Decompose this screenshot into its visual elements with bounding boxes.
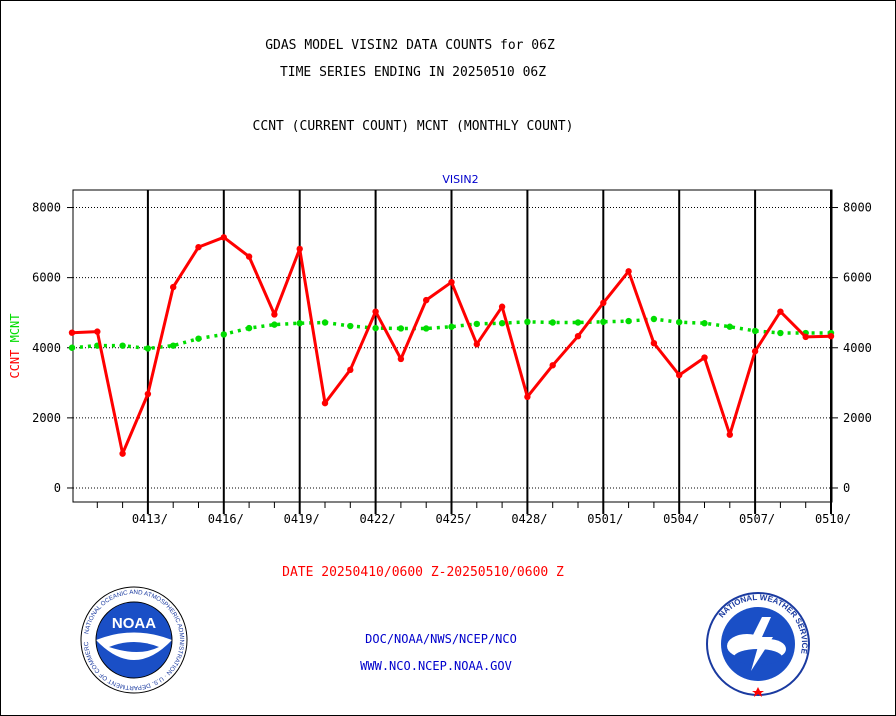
x-tick-label: 0507/ bbox=[739, 512, 775, 526]
point-mcnt bbox=[245, 324, 253, 332]
chart-title-line1: GDAS MODEL VISIN2 DATA COUNTS for 06Z bbox=[265, 38, 555, 53]
point-mcnt bbox=[144, 345, 152, 352]
point-ccnt bbox=[701, 354, 708, 361]
nws-logo: NATIONAL WEATHER SERVICE bbox=[705, 591, 811, 701]
point-ccnt bbox=[321, 399, 329, 407]
y-label-mcnt: MCNT bbox=[8, 313, 22, 342]
point-mcnt bbox=[650, 315, 658, 323]
svg-text:NOAA: NOAA bbox=[112, 615, 156, 632]
point-ccnt bbox=[726, 431, 733, 438]
x-tick-label: 0428/ bbox=[511, 512, 547, 526]
point-mcnt bbox=[473, 320, 480, 328]
point-mcnt bbox=[119, 342, 126, 349]
point-ccnt bbox=[423, 296, 430, 304]
x-tick-label: 0413/ bbox=[132, 512, 168, 526]
point-ccnt bbox=[777, 308, 784, 315]
point-mcnt bbox=[676, 318, 683, 326]
date-range-label: DATE 20250410/0600 Z-20250510/0600 Z bbox=[282, 565, 564, 580]
y-axis-label: CCNT MCNT bbox=[8, 313, 22, 378]
point-ccnt bbox=[524, 393, 531, 401]
point-mcnt bbox=[423, 325, 430, 332]
point-mcnt bbox=[195, 335, 202, 342]
point-ccnt bbox=[802, 333, 809, 341]
point-mcnt bbox=[751, 327, 759, 335]
point-ccnt bbox=[397, 355, 405, 363]
point-mcnt bbox=[574, 319, 582, 326]
point-mcnt bbox=[600, 318, 607, 326]
point-mcnt bbox=[347, 322, 354, 330]
plot-title: VISIN2 bbox=[442, 173, 478, 186]
point-mcnt bbox=[549, 319, 556, 326]
point-ccnt bbox=[751, 348, 759, 355]
point-ccnt bbox=[549, 362, 556, 369]
point-ccnt bbox=[245, 253, 253, 260]
x-tick-label: 0422/ bbox=[360, 512, 396, 526]
chart-subtitle: CCNT (CURRENT COUNT) MCNT (MONTHLY COUNT… bbox=[252, 119, 574, 134]
y-tick-label-right: 6000 bbox=[843, 271, 872, 285]
point-ccnt bbox=[94, 328, 101, 335]
point-mcnt bbox=[296, 320, 303, 327]
point-ccnt bbox=[574, 332, 582, 340]
point-ccnt bbox=[195, 243, 202, 251]
chart-title-line2: TIME SERIES ENDING IN 20250510 06Z bbox=[279, 65, 547, 80]
point-mcnt bbox=[625, 317, 632, 325]
point-mcnt bbox=[524, 318, 531, 326]
x-tick-label: 0419/ bbox=[284, 512, 320, 526]
point-mcnt bbox=[321, 319, 329, 326]
point-ccnt bbox=[473, 341, 480, 348]
x-tick-label: 0425/ bbox=[435, 512, 471, 526]
y-tick-label-left: 2000 bbox=[32, 411, 61, 425]
point-ccnt bbox=[498, 303, 506, 310]
y-label-ccnt: CCNT bbox=[8, 342, 22, 378]
y-tick-label-right: 4000 bbox=[843, 341, 872, 355]
x-tick-label: 0504/ bbox=[663, 512, 699, 526]
point-ccnt bbox=[650, 339, 658, 347]
website-link[interactable]: WWW.NCO.NCEP.NOAA.GOV bbox=[360, 659, 512, 673]
point-ccnt bbox=[827, 332, 835, 340]
point-mcnt bbox=[68, 344, 76, 351]
y-tick-label-right: 8000 bbox=[843, 201, 872, 215]
point-mcnt bbox=[220, 331, 227, 338]
x-tick-label: 0501/ bbox=[587, 512, 623, 526]
y-tick-label-left: 8000 bbox=[32, 201, 61, 215]
point-ccnt bbox=[170, 283, 177, 291]
point-mcnt bbox=[701, 320, 708, 327]
point-mcnt bbox=[372, 324, 379, 332]
y-tick-label-left: 0 bbox=[54, 481, 61, 495]
point-mcnt bbox=[498, 320, 506, 327]
point-ccnt bbox=[625, 268, 632, 275]
point-mcnt bbox=[271, 321, 278, 328]
org-link[interactable]: DOC/NOAA/NWS/NCEP/NCO bbox=[365, 632, 517, 646]
point-mcnt bbox=[448, 323, 455, 330]
x-tick-label: 0510/ bbox=[815, 512, 851, 526]
point-ccnt bbox=[372, 308, 379, 315]
point-ccnt bbox=[676, 371, 683, 379]
point-ccnt bbox=[600, 299, 607, 307]
point-mcnt bbox=[397, 325, 405, 332]
point-ccnt bbox=[68, 329, 76, 336]
y-tick-label-left: 4000 bbox=[32, 341, 61, 355]
point-ccnt bbox=[220, 234, 227, 241]
point-mcnt bbox=[777, 329, 784, 337]
y-tick-label-right: 2000 bbox=[843, 411, 872, 425]
point-ccnt bbox=[119, 450, 126, 457]
noaa-logo: NOAA NATIONAL OCEANIC AND ATMOSPHERIC AD… bbox=[77, 580, 189, 699]
point-ccnt bbox=[448, 278, 455, 286]
point-ccnt bbox=[296, 245, 303, 253]
x-tick-label: 0416/ bbox=[208, 512, 244, 526]
y-tick-label-left: 6000 bbox=[32, 271, 61, 285]
point-mcnt bbox=[726, 323, 733, 330]
y-tick-label-right: 0 bbox=[843, 481, 850, 495]
point-ccnt bbox=[347, 366, 354, 374]
point-mcnt bbox=[170, 342, 177, 349]
point-ccnt bbox=[144, 390, 152, 398]
point-ccnt bbox=[271, 311, 278, 318]
